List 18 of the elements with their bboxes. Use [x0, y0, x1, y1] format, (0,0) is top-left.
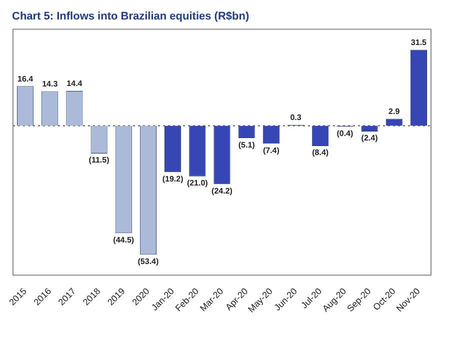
data-label: 16.4 — [17, 74, 34, 84]
data-label: (8.4) — [312, 148, 329, 158]
data-label: (11.5) — [88, 156, 110, 165]
data-label: (53.4) — [138, 256, 160, 266]
chart-title: Chart 5: Inflows into Brazilian equities (R$bn) — [12, 10, 250, 23]
data-label: (0.4) — [336, 128, 354, 138]
data-label: 14.3 — [42, 79, 58, 88]
data-label: (7.4) — [262, 146, 280, 155]
data-label: 14.4 — [66, 79, 83, 88]
data-label: (24.2) — [212, 186, 233, 196]
data-label: 0.3 — [290, 113, 302, 122]
data-label: 2.9 — [388, 106, 400, 116]
data-label: (19.2) — [162, 174, 184, 184]
data-label: (2.4) — [361, 134, 378, 143]
data-label: 31.5 — [410, 38, 428, 47]
data-label: (44.5) — [113, 235, 134, 244]
data-label: (5.1) — [238, 140, 256, 150]
data-label: (21.0) — [186, 178, 208, 188]
